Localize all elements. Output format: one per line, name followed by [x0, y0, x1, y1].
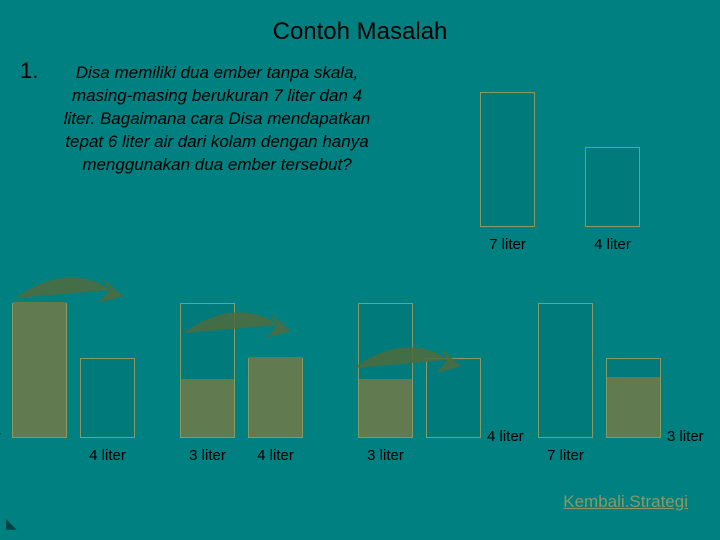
bucket-label: 3 liter	[667, 428, 704, 445]
corner-bullet: ◣	[6, 515, 17, 532]
bucket: 4 liter	[248, 358, 303, 464]
bucket-label: 3 liter	[358, 447, 413, 464]
bucket-label: 4 liter	[585, 236, 640, 253]
bucket-label: 4 liter	[248, 447, 303, 464]
bucket-outline	[248, 358, 303, 438]
bucket-label: 7 liter	[538, 447, 593, 464]
bucket-label: 7 liter	[480, 236, 535, 253]
bucket	[12, 303, 67, 443]
list-number: 1.	[20, 58, 38, 84]
bucket-outline	[12, 303, 67, 438]
bucket-label: 7 liter	[0, 428, 1, 445]
page-title: Contoh Masalah	[0, 0, 720, 46]
bucket-outline	[480, 92, 535, 227]
bucket-label: 4 liter	[487, 428, 524, 445]
bucket-label: 4 liter	[80, 447, 135, 464]
back-strategy-link[interactable]: Kembali.Strategi	[563, 492, 688, 512]
bucket	[606, 358, 661, 443]
bucket-outline	[538, 303, 593, 438]
flow-arrow	[8, 268, 128, 318]
problem-text: Disa memiliki dua ember tanpa skala, mas…	[62, 62, 372, 177]
bucket: 7 liter	[480, 92, 535, 253]
bucket-outline	[80, 358, 135, 438]
bucket-outline	[585, 147, 640, 227]
bucket: 7 liter	[538, 303, 593, 464]
bucket-fill	[181, 379, 234, 437]
bucket-fill	[249, 357, 302, 437]
bucket: 4 liter	[585, 147, 640, 253]
bucket-fill	[607, 377, 660, 437]
bucket-label: 3 liter	[180, 447, 235, 464]
bucket: 4 liter	[80, 358, 135, 464]
flow-arrow	[346, 338, 466, 388]
flow-arrow	[176, 303, 296, 353]
bucket-outline	[606, 358, 661, 438]
bucket-fill	[13, 302, 66, 437]
